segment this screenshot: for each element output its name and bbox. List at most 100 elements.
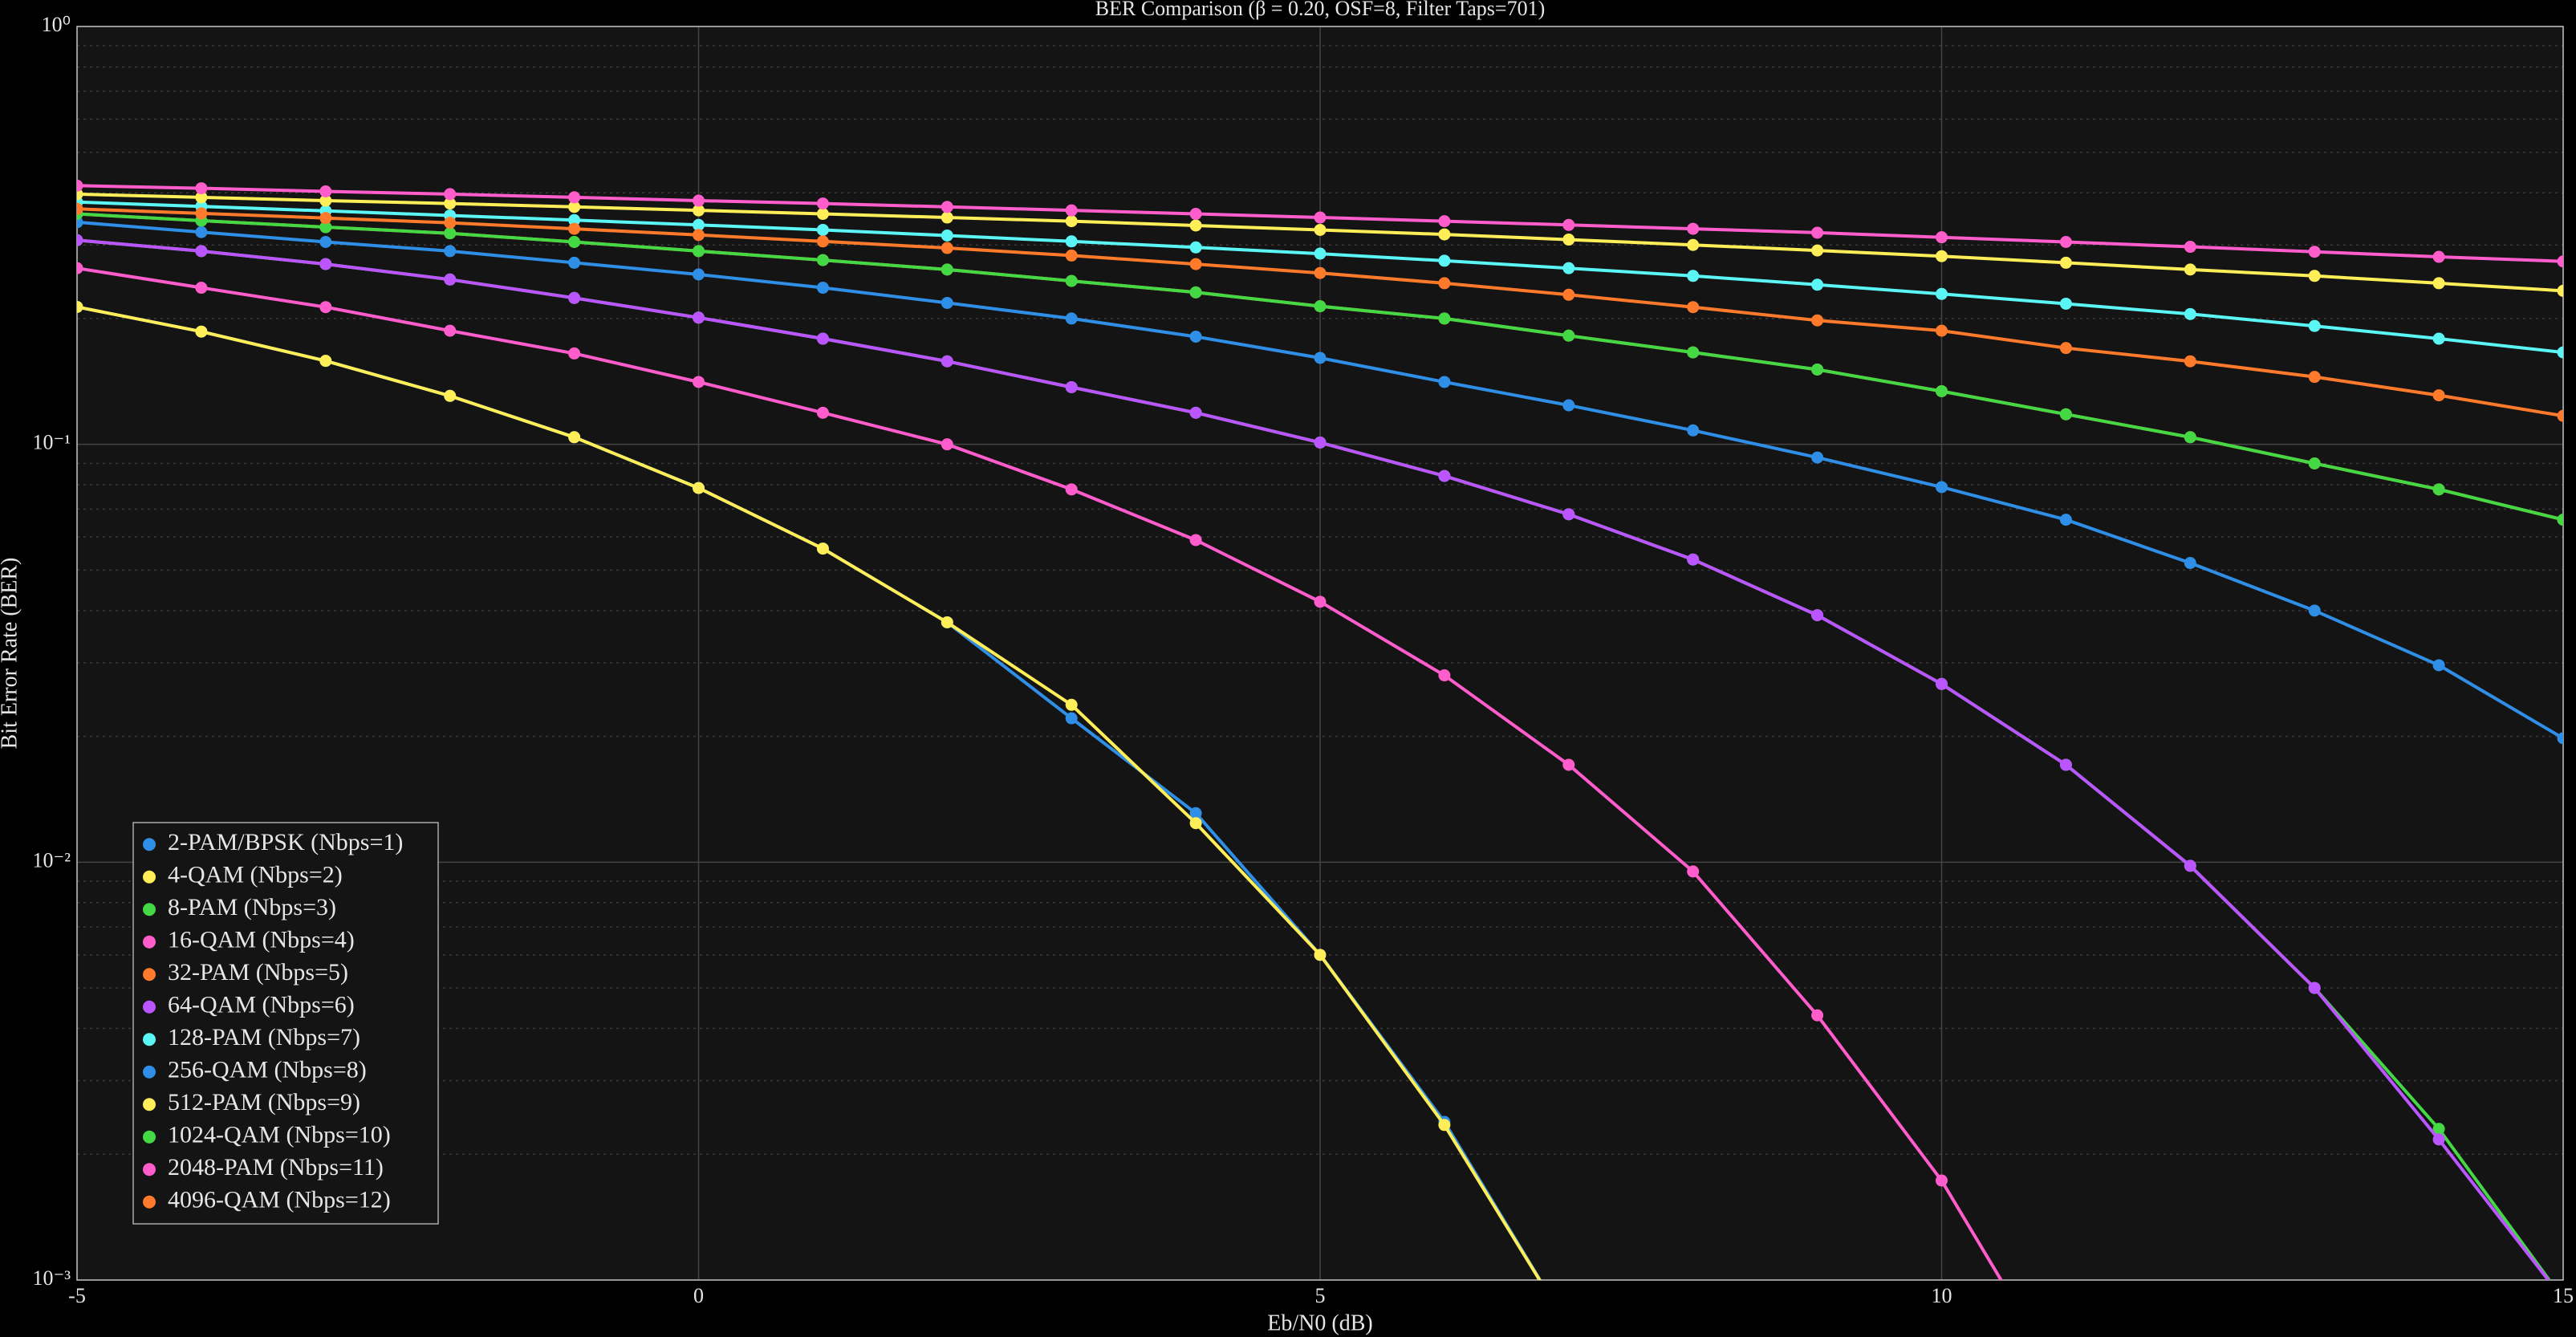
data-point [1314, 247, 1327, 260]
data-point [1314, 223, 1327, 236]
chart-title: BER Comparison (β = 0.20, OSF=8, Filter … [1095, 0, 1546, 20]
data-point [1687, 553, 1700, 566]
legend-label: 4-QAM (Nbps=2) [168, 862, 343, 888]
data-point [1936, 384, 1948, 397]
data-point [816, 406, 829, 419]
data-point [1811, 314, 1824, 327]
legend-marker [143, 903, 156, 916]
data-point [1562, 262, 1575, 274]
data-point [1314, 352, 1327, 364]
data-point [693, 245, 705, 258]
x-axis-label: Eb/N0 (dB) [1267, 1311, 1372, 1335]
data-point [2184, 355, 2196, 368]
data-point [941, 229, 953, 242]
legend-label: 4096-QAM (Nbps=12) [168, 1187, 391, 1213]
data-point [2059, 256, 2072, 269]
data-point [941, 263, 953, 276]
data-point [1936, 481, 1948, 494]
y-tick-label: 10⁻¹ [32, 431, 71, 454]
legend-marker [143, 1000, 156, 1014]
x-tick-label: 10 [1932, 1284, 1952, 1307]
data-point [2308, 246, 2321, 258]
data-point [1936, 324, 1948, 337]
data-point [1936, 677, 1948, 690]
data-point [1562, 218, 1575, 231]
data-point [1065, 249, 1078, 262]
data-point [2308, 457, 2321, 469]
data-point [1189, 286, 1202, 299]
data-point [1065, 712, 1078, 725]
data-point [1811, 278, 1824, 291]
data-point [2432, 277, 2445, 290]
data-point [1189, 219, 1202, 232]
data-point [77, 262, 83, 274]
data-point [941, 242, 953, 254]
data-point [2557, 284, 2563, 297]
x-tick-label: 15 [2553, 1284, 2574, 1307]
data-point [2059, 297, 2072, 310]
data-point [568, 256, 581, 269]
legend-marker [143, 838, 156, 851]
data-point [941, 438, 953, 451]
data-point [1562, 1322, 1574, 1334]
data-point [319, 212, 332, 225]
data-point [1811, 244, 1824, 257]
data-point [693, 482, 705, 494]
legend-label: 256-QAM (Nbps=8) [168, 1057, 367, 1083]
data-point [2059, 408, 2072, 421]
data-point [2308, 270, 2321, 282]
legend-marker [143, 1195, 156, 1209]
data-point [1687, 238, 1700, 251]
data-point [568, 236, 581, 249]
data-point [816, 235, 829, 248]
data-point [2184, 307, 2196, 320]
data-point [319, 258, 332, 270]
data-point [1189, 331, 1202, 343]
data-point [195, 191, 208, 204]
data-point [816, 282, 829, 295]
data-point [444, 227, 457, 240]
legend-label: 16-QAM (Nbps=4) [168, 927, 355, 953]
data-point [195, 182, 208, 195]
data-point [319, 194, 332, 207]
data-point [319, 355, 332, 368]
data-point [1811, 363, 1824, 376]
data-point [2059, 514, 2072, 526]
data-point [1687, 424, 1700, 437]
data-point [1065, 698, 1078, 711]
data-point [816, 543, 829, 555]
legend-marker [143, 968, 156, 981]
data-point [568, 431, 581, 444]
data-point [1065, 483, 1078, 496]
data-point [1438, 1119, 1451, 1132]
data-point [1687, 346, 1700, 359]
data-point [2184, 263, 2196, 276]
data-point [1065, 380, 1078, 393]
data-point [568, 201, 581, 213]
data-point [1562, 329, 1575, 342]
data-point [2432, 389, 2445, 402]
data-point [195, 245, 208, 258]
data-point [1438, 254, 1451, 267]
data-point [2432, 1123, 2445, 1136]
data-point [2308, 319, 2321, 332]
y-tick-label: 10⁻² [32, 848, 71, 872]
data-point [1065, 274, 1078, 287]
data-point [2308, 604, 2321, 617]
data-point [941, 355, 953, 368]
data-point [1314, 436, 1327, 449]
data-point [319, 236, 332, 249]
data-point [2059, 236, 2072, 249]
data-point [568, 213, 581, 226]
data-point [816, 197, 829, 210]
data-point [2184, 431, 2196, 444]
data-point [77, 234, 83, 246]
data-point [444, 197, 457, 210]
data-point [693, 204, 705, 217]
data-point [1438, 228, 1451, 241]
legend-label: 128-PAM (Nbps=7) [168, 1024, 360, 1050]
data-point [1189, 406, 1202, 419]
data-point [816, 223, 829, 236]
legend-label: 8-PAM (Nbps=3) [168, 894, 336, 920]
